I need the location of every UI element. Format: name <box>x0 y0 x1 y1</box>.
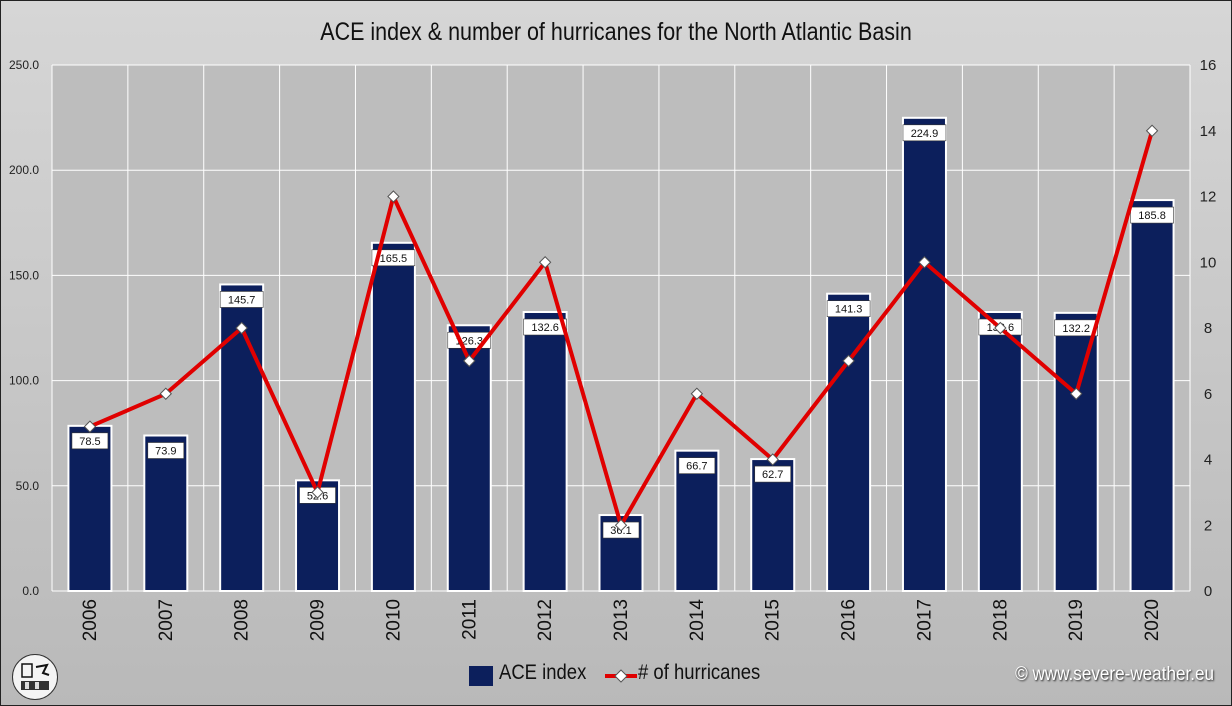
ace-bar-2018 <box>977 311 1023 592</box>
y-right-tick-label: 8 <box>1204 320 1212 337</box>
ace-data-label: 141.3 <box>835 304 863 316</box>
ace-bar-2012 <box>522 311 568 592</box>
legend-ace-index: ACE index <box>499 661 587 684</box>
ace-data-label: 185.8 <box>1138 210 1166 222</box>
y-right-tick-label: 10 <box>1200 254 1217 271</box>
ace-label-box <box>371 249 416 267</box>
x-tick-label: 2010 <box>383 599 404 641</box>
x-tick-label: 2016 <box>839 599 860 641</box>
hurricane-marker-2010 <box>387 190 400 203</box>
x-tick-label: 2014 <box>687 599 708 642</box>
ace-bar-2008 <box>219 283 265 592</box>
x-tick-label: 2013 <box>611 599 632 641</box>
legend-hurricanes: # of hurricanes <box>638 661 761 684</box>
ace-label-box <box>147 442 185 459</box>
ace-label-box <box>523 318 567 336</box>
ace-data-label: 145.7 <box>228 294 256 306</box>
y-left-tick-label: 100.0 <box>9 374 39 388</box>
ace-data-label: 132.6 <box>531 322 559 334</box>
legend-bar-swatch <box>469 666 493 686</box>
y-right-tick-label: 6 <box>1204 386 1212 403</box>
hurricane-marker-2018 <box>994 321 1007 335</box>
hurricane-marker-2017 <box>918 256 931 269</box>
ace-bar-2017 <box>901 116 947 593</box>
hurricane-marker-2020 <box>1145 124 1159 137</box>
x-tick-label: 2009 <box>308 599 329 641</box>
ace-label-box <box>754 465 792 483</box>
y-right-tick-label: 14 <box>1200 123 1217 140</box>
hurricane-marker-2012 <box>538 256 552 269</box>
ace-data-label: 62.7 <box>762 469 783 481</box>
chart-title: ACE index & number of hurricanes for the… <box>320 18 912 46</box>
ace-data-label: 224.9 <box>911 128 939 140</box>
hurricane-marker-2015 <box>766 453 779 466</box>
hurricane-marker-2009 <box>311 486 324 499</box>
x-tick-label: 2017 <box>914 599 935 641</box>
ace-bar-2020 <box>1129 199 1175 592</box>
y-left-tick-label: 50.0 <box>16 479 40 493</box>
x-tick-label: 2015 <box>763 599 784 641</box>
copyright-text: © www.severe-weather.eu <box>1015 664 1214 685</box>
x-tick-label: 2019 <box>1066 599 1087 641</box>
ace-label-box <box>71 432 109 450</box>
x-tick-label: 2012 <box>535 599 556 641</box>
ace-data-label: 66.7 <box>686 461 707 473</box>
logo-icon <box>12 654 58 700</box>
ace-data-label: 78.5 <box>79 436 100 448</box>
ace-label-box <box>219 291 264 308</box>
ace-label-box <box>1130 206 1174 224</box>
x-tick-label: 2007 <box>156 599 177 641</box>
hurricane-marker-2013 <box>614 519 628 532</box>
ace-data-label: 165.5 <box>380 253 408 265</box>
x-tick-label: 2011 <box>459 599 480 640</box>
ace-data-label: 132.2 <box>1062 323 1090 335</box>
ace-bar-2019 <box>1053 311 1099 592</box>
y-left-tick-label: 150.0 <box>9 268 39 282</box>
hurricane-marker-2007 <box>159 387 173 400</box>
ace-bar-2007 <box>143 434 189 592</box>
y-right-tick-label: 4 <box>1204 452 1212 469</box>
hurricane-marker-2019 <box>1069 387 1083 400</box>
legend-marker-swatch <box>614 669 628 683</box>
hurricane-marker-2014 <box>690 387 704 400</box>
y-left-tick-label: 250.0 <box>9 58 39 72</box>
x-tick-label: 2006 <box>80 599 101 641</box>
hurricane-marker-2008 <box>235 321 248 335</box>
hurricane-marker-2011 <box>463 354 476 368</box>
ace-label-box <box>1054 319 1098 337</box>
y-right-tick-label: 12 <box>1200 189 1217 206</box>
y-left-tick-label: 200.0 <box>9 163 39 177</box>
ace-label-box <box>902 124 947 142</box>
x-tick-label: 2020 <box>1142 599 1163 641</box>
y-right-tick-label: 2 <box>1204 517 1212 534</box>
y-left-tick-label: 0.0 <box>22 584 39 598</box>
x-tick-label: 2008 <box>232 599 253 641</box>
ace-label-box <box>826 300 871 318</box>
x-tick-label: 2018 <box>990 599 1011 641</box>
hurricane-marker-2016 <box>842 354 855 368</box>
ace-bar-2010 <box>370 241 416 592</box>
ace-bar-2006 <box>67 424 113 592</box>
y-right-tick-label: 16 <box>1200 57 1217 74</box>
ace-bar-2014 <box>674 449 720 593</box>
y-right-tick-label: 0 <box>1204 583 1212 600</box>
hurricane-marker-2006 <box>83 420 97 433</box>
ace-label-box <box>678 457 716 474</box>
ace-bar-2011 <box>446 324 492 592</box>
ace-data-label: 73.9 <box>155 446 176 458</box>
